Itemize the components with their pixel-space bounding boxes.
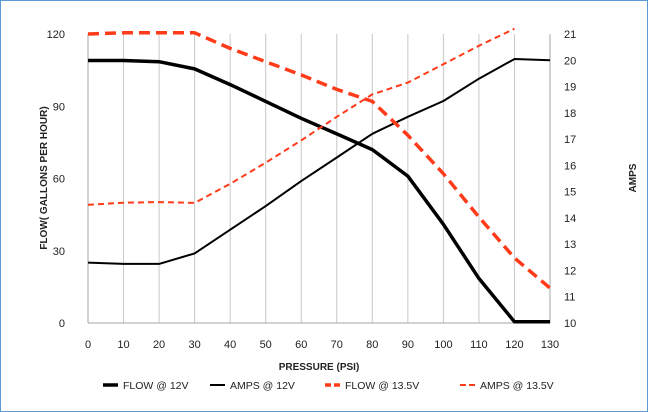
- y-left-tick-labels: 0 30 60 90 120: [47, 29, 65, 330]
- vertical-gridlines: [123, 34, 551, 323]
- x-tick-label: 90: [402, 339, 414, 351]
- y-right-tick-label: 16: [564, 160, 576, 172]
- series-lines: [87, 27, 552, 324]
- x-tick-labels: 0 10 20 30 40 50 60 70 80 90 100 110 120 130: [85, 339, 559, 351]
- x-tick-label: 70: [331, 339, 343, 351]
- legend-label: AMPS @ 12V: [230, 380, 295, 392]
- y-right-tick-label: 20: [564, 55, 576, 67]
- x-tick-label: 110: [470, 339, 488, 351]
- legend-label: FLOW @ 13.5V: [345, 380, 419, 392]
- x-tick-label: 20: [153, 339, 165, 351]
- x-tick-label: 0: [85, 339, 91, 351]
- y-left-tick-label: 120: [47, 29, 65, 41]
- x-tick-label: 120: [505, 339, 523, 351]
- plot-axes: [87, 34, 551, 324]
- x-axis-title: PRESSURE (PSI): [279, 362, 360, 373]
- legend-label: FLOW @ 12V: [123, 380, 189, 392]
- y-left-tick-label: 30: [53, 246, 65, 258]
- x-tick-label: 30: [188, 339, 200, 351]
- y-right-tick-label: 18: [564, 108, 576, 120]
- series-line-flow-13-5v: [87, 31, 552, 290]
- y-right-tick-label: 21: [564, 29, 576, 41]
- y-right-axis-title: AMPS: [628, 163, 639, 192]
- y-left-tick-label: 90: [53, 101, 65, 113]
- legend-label: AMPS @ 13.5V: [480, 380, 554, 392]
- y-right-tick-label: 12: [564, 265, 576, 277]
- series-line-amps-12v: [87, 58, 551, 265]
- x-tick-label: 80: [366, 339, 378, 351]
- y-left-tick-label: 60: [53, 174, 65, 186]
- y-left-tick-label: 0: [59, 318, 65, 330]
- y-right-tick-label: 13: [564, 239, 576, 251]
- x-tick-label: 40: [224, 339, 236, 351]
- x-tick-label: 50: [260, 339, 272, 351]
- x-tick-label: 60: [295, 339, 307, 351]
- y-right-tick-label: 19: [564, 82, 576, 94]
- series-line-amps-13-5v: [87, 27, 515, 206]
- y-right-tick-labels: 10 11 12 13 14 15 16 17 18 19 20 21: [564, 29, 576, 330]
- y-right-tick-label: 17: [564, 134, 576, 146]
- series-line-flow-12v: [88, 58, 550, 324]
- y-right-tick-label: 15: [564, 187, 576, 199]
- y-left-axis-title: FLOW( GALLONS PER HOUR): [39, 106, 50, 249]
- x-tick-label: 10: [117, 339, 129, 351]
- y-right-tick-label: 11: [564, 292, 575, 304]
- y-right-tick-label: 14: [564, 213, 576, 225]
- legend: FLOW @ 12V AMPS @ 12V FLOW @ 13.5V AMPS @ 1…: [103, 380, 554, 392]
- x-tick-label: 100: [434, 339, 452, 351]
- x-tick-label: 130: [541, 339, 559, 351]
- y-right-tick-label: 10: [564, 318, 576, 330]
